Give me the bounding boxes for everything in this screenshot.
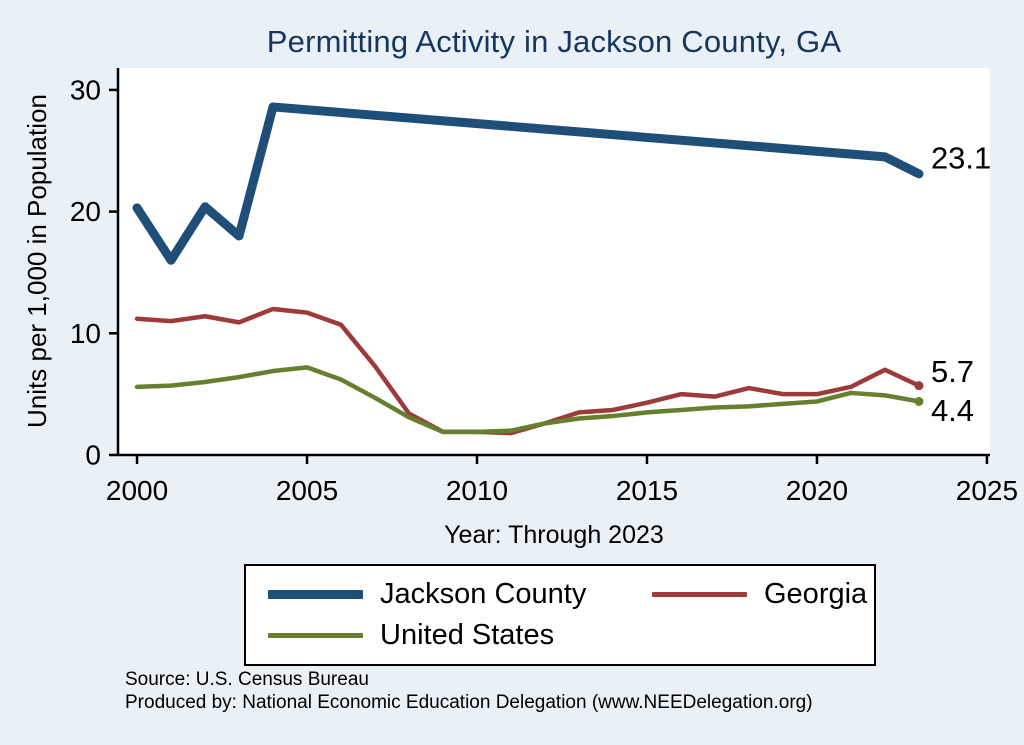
series-end-marker-united-states	[914, 396, 924, 406]
x-tick-label: 2025	[956, 475, 1018, 506]
source-note: Source: U.S. Census Bureau	[125, 669, 369, 690]
series-end-label-united-states: 4.4	[931, 393, 974, 428]
legend-item-jackson-county: Jackson County	[268, 578, 652, 611]
produced-by-note: Produced by: National Economic Education…	[125, 692, 813, 713]
series-end-label-jackson-county: 23.1	[931, 140, 991, 175]
x-tick-label: 2010	[446, 475, 508, 506]
legend-label-jackson-county: Jackson County	[380, 578, 587, 610]
footer: Source: U.S. Census Bureau Produced by: …	[125, 668, 813, 714]
x-axis-label: Year: Through 2023	[444, 521, 664, 549]
y-tick-label: 20	[70, 196, 101, 227]
legend-swatch-united-states	[268, 633, 363, 638]
series-end-marker-georgia	[914, 381, 924, 391]
legend-label-georgia: Georgia	[764, 578, 868, 610]
x-tick-label: 2005	[276, 475, 338, 506]
y-tick-label: 10	[70, 318, 101, 349]
y-tick-label: 0	[85, 440, 101, 471]
x-tick-label: 2000	[106, 475, 168, 506]
legend-swatch-jackson-county	[268, 590, 363, 599]
legend-item-united-states: United States	[268, 619, 652, 652]
series-line-united-states	[134, 365, 922, 435]
legend: Jackson County Georgia United States	[244, 564, 876, 666]
plot-area: 0 10 20 30 2000 2005 2010 2015 2020 2025 23.1 5.7 4.…	[70, 68, 1018, 506]
legend-label-united-states: United States	[380, 619, 555, 651]
series-line-jackson-county	[132, 102, 924, 265]
x-tick-label: 2020	[786, 475, 848, 506]
y-tick-label: 30	[70, 74, 101, 105]
chart-title: Permitting Activity in Jackson County, G…	[266, 24, 842, 59]
series-end-label-georgia: 5.7	[931, 354, 974, 389]
legend-swatch-georgia	[652, 592, 747, 597]
legend-item-georgia: Georgia	[652, 578, 874, 611]
x-tick-label: 2015	[616, 475, 678, 506]
